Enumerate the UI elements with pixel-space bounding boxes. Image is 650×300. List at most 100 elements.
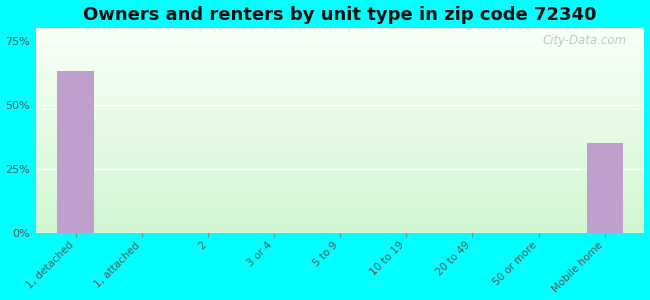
- Bar: [36, 200, 644, 202]
- Bar: [36, 222, 644, 224]
- Bar: [36, 44, 644, 46]
- Bar: [36, 214, 644, 215]
- Bar: [36, 196, 644, 197]
- Bar: [36, 226, 644, 228]
- Bar: [36, 229, 644, 230]
- Bar: [36, 225, 644, 226]
- Title: Owners and renters by unit type in zip code 72340: Owners and renters by unit type in zip c…: [83, 6, 597, 24]
- Bar: [36, 81, 644, 83]
- Bar: [36, 170, 644, 172]
- Bar: [36, 211, 644, 212]
- Bar: [36, 91, 644, 92]
- Bar: [36, 174, 644, 175]
- Bar: [36, 104, 644, 106]
- Bar: [36, 177, 644, 178]
- Bar: [36, 117, 644, 118]
- Bar: [36, 96, 644, 98]
- Bar: [36, 94, 644, 95]
- Bar: [36, 143, 644, 144]
- Bar: [36, 178, 644, 180]
- Bar: [36, 92, 644, 94]
- Bar: [36, 69, 644, 70]
- Bar: [36, 215, 644, 217]
- Bar: [36, 184, 644, 185]
- Bar: [36, 155, 644, 157]
- Bar: [36, 68, 644, 69]
- Bar: [36, 48, 644, 50]
- Bar: [36, 31, 644, 32]
- Bar: [36, 218, 644, 219]
- Bar: [36, 116, 644, 117]
- Bar: [36, 103, 644, 104]
- Bar: [36, 119, 644, 121]
- Bar: [36, 204, 644, 206]
- Bar: [36, 195, 644, 196]
- Bar: [36, 35, 644, 36]
- Bar: [36, 74, 644, 76]
- Bar: [36, 139, 644, 140]
- Bar: [36, 151, 644, 152]
- Bar: [36, 137, 644, 139]
- Bar: [36, 208, 644, 210]
- Bar: [36, 207, 644, 208]
- Bar: [36, 176, 644, 177]
- Bar: [36, 144, 644, 146]
- Bar: [36, 219, 644, 221]
- Bar: [36, 118, 644, 119]
- Bar: [36, 210, 644, 211]
- Bar: [36, 51, 644, 52]
- Bar: [36, 162, 644, 163]
- Bar: [36, 70, 644, 72]
- Bar: [36, 187, 644, 188]
- Bar: [36, 39, 644, 40]
- Bar: [36, 206, 644, 207]
- Bar: [36, 212, 644, 214]
- Bar: [36, 173, 644, 174]
- Bar: [36, 129, 644, 130]
- Bar: [36, 154, 644, 155]
- Bar: [36, 194, 644, 195]
- Bar: [36, 188, 644, 189]
- Bar: [36, 121, 644, 122]
- Bar: [36, 199, 644, 200]
- Bar: [36, 228, 644, 229]
- Bar: [36, 58, 644, 59]
- Bar: [36, 38, 644, 39]
- Bar: [36, 128, 644, 129]
- Bar: [36, 160, 644, 162]
- Bar: [36, 114, 644, 116]
- Bar: [36, 72, 644, 73]
- Bar: [36, 146, 644, 147]
- Bar: [36, 98, 644, 99]
- Bar: [36, 185, 644, 187]
- Bar: [36, 54, 644, 55]
- Bar: [36, 95, 644, 96]
- Bar: [36, 76, 644, 77]
- Bar: [36, 197, 644, 199]
- Bar: [36, 165, 644, 166]
- Bar: [36, 163, 644, 165]
- Bar: [36, 125, 644, 126]
- Bar: [36, 124, 644, 125]
- Bar: [36, 132, 644, 133]
- Bar: [36, 136, 644, 137]
- Bar: [36, 172, 644, 173]
- Bar: [57, 71, 94, 233]
- Bar: [36, 110, 644, 111]
- Bar: [36, 84, 644, 85]
- Bar: [36, 182, 644, 184]
- Bar: [586, 143, 623, 233]
- Bar: [36, 73, 644, 74]
- Bar: [36, 217, 644, 218]
- Bar: [36, 148, 644, 150]
- Bar: [36, 111, 644, 113]
- Bar: [36, 55, 644, 57]
- Bar: [36, 221, 644, 222]
- Bar: [36, 57, 644, 58]
- Bar: [36, 28, 644, 29]
- Bar: [36, 89, 644, 91]
- Bar: [36, 150, 644, 151]
- Bar: [36, 79, 644, 80]
- Bar: [36, 36, 644, 38]
- Bar: [36, 167, 644, 169]
